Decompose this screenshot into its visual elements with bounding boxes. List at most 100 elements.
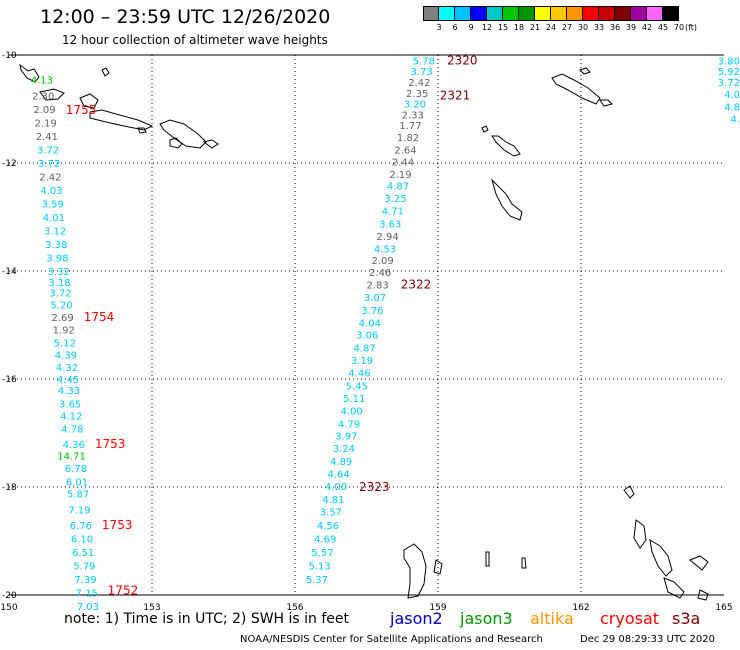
colorbar-label: 15: [497, 23, 509, 32]
wave-height-value: 14.71: [57, 452, 86, 463]
coastline-shape: [551, 73, 601, 105]
x-tick-label: 162: [572, 603, 589, 613]
wave-height-value: 5.87: [67, 489, 89, 500]
colorbar-label: 39: [625, 23, 637, 32]
coastline-shape: [599, 99, 613, 107]
wave-height-value: 4.81: [322, 495, 344, 506]
altimeter-track-c: 3.805.923.724.04.8 4.: [718, 56, 740, 125]
pass-time-label: 2322: [401, 278, 432, 292]
wave-height-value: 4.71: [382, 207, 404, 218]
pass-time-label: 1752: [108, 584, 139, 598]
wave-height-value: 3.80: [718, 56, 740, 67]
colorbar-label: 24: [545, 23, 557, 32]
wave-height-value: 3.72: [37, 146, 59, 157]
wave-height-value: 2.46: [369, 268, 391, 279]
wave-height-value: 1.82: [397, 133, 419, 144]
pass-time-label: 2323: [359, 480, 390, 494]
colorbar-label: 3: [436, 23, 442, 32]
wave-height-value: 4.87: [353, 344, 375, 355]
coastline-shape: [101, 67, 110, 77]
color-legend: 3 6 9 12 15 18 21 24 27 30 33 36 39 42 45 70 (ft): [423, 6, 697, 37]
wave-height-value: 2.35: [406, 89, 428, 100]
wave-height-value: 3.73: [411, 67, 433, 78]
wave-height-value: 3.72: [49, 289, 71, 300]
pass-time-label: 1753: [102, 518, 133, 532]
wave-height-value: 4.01: [43, 213, 65, 224]
wave-height-value: 6.51: [72, 548, 94, 559]
wave-height-value: 4.32: [56, 363, 78, 374]
wave-height-value: 3.65: [59, 399, 81, 410]
color-swatch: [567, 6, 583, 21]
wave-height-value: 3.98: [46, 254, 68, 265]
coastline-shape: [89, 109, 154, 131]
wave-height-value: 3.19: [351, 356, 373, 367]
y-tick-label: -20: [2, 591, 17, 601]
credit-line: NOAA/NESDIS Center for Satellite Applica…: [240, 634, 543, 645]
wave-height-value: 4.46: [348, 369, 370, 380]
wave-height-value: 7.03: [77, 602, 99, 613]
colorbar-label: 9: [468, 23, 474, 32]
wave-height-value: 4.: [730, 115, 740, 126]
pass-time-label: 2321: [440, 89, 471, 103]
coastline-shape: [623, 485, 635, 499]
color-swatch: [487, 6, 503, 21]
colorbar-label: 12: [481, 23, 493, 32]
generation-date: Dec 29 08:29:33 UTC 2020: [580, 634, 715, 645]
coastline-shape: [19, 63, 40, 83]
color-swatch: [439, 6, 455, 21]
wave-height-value: 2.41: [36, 132, 58, 143]
wave-height-value: 6.76: [70, 521, 92, 532]
y-tick-label: -12: [2, 159, 17, 169]
wave-height-value: 2.09: [371, 256, 393, 267]
wave-height-value: 4.00: [325, 482, 347, 493]
coastline-shape: [649, 539, 673, 577]
wave-height-value: 5.37: [306, 575, 328, 586]
satellite-name: cryosat: [600, 609, 660, 628]
wave-height-value: 7.15: [76, 588, 98, 599]
pass-time-label: 1753: [95, 437, 126, 451]
wave-height-value: 3.18: [48, 278, 70, 289]
wave-height-value: 3.07: [364, 293, 386, 304]
wave-height-value: 4.45: [57, 375, 79, 386]
colorbar-label: 27: [561, 23, 573, 32]
colorbar-label: 21: [529, 23, 541, 32]
wave-height-value: 4.36: [63, 440, 85, 451]
wave-height-value: 5.79: [73, 561, 95, 572]
satellite-name: jason3: [460, 609, 513, 628]
wave-height-value: 3.32: [47, 267, 69, 278]
colorbar-label: 70: [673, 23, 685, 32]
x-tick-label: 159: [429, 603, 446, 613]
color-swatch: [471, 6, 487, 21]
colorbar-label: 42: [641, 23, 653, 32]
wave-height-value: 4.39: [55, 351, 77, 362]
wave-height-value: 2.19: [35, 119, 57, 130]
wave-height-value: 5.57: [311, 548, 333, 559]
wave-height-value: 3.38: [45, 240, 67, 251]
color-swatch: [455, 6, 471, 21]
pass-time-label: 1755: [66, 103, 97, 117]
wave-height-value: 4.78: [61, 425, 83, 436]
wave-height-value: 5.13: [309, 561, 331, 572]
color-swatch: [599, 6, 615, 21]
wave-height-value: 4.8: [724, 102, 740, 113]
coastline-shape: [169, 137, 183, 149]
coastline-shape: [491, 135, 521, 157]
wave-height-value: 4.33: [58, 386, 80, 397]
wave-height-value: 3.97: [335, 432, 357, 443]
colorbar-label: 36: [609, 23, 621, 32]
colorbar-label: 30: [577, 23, 589, 32]
color-swatch: [615, 6, 631, 21]
wave-height-value: 2.69: [51, 313, 73, 324]
color-swatch: [631, 6, 647, 21]
map-title: 12:00 – 23:59 UTC 12/26/2020: [40, 6, 331, 28]
wave-height-value: 3.72: [718, 78, 740, 89]
wave-height-value: 3.25: [384, 194, 406, 205]
wave-height-value: 2.44: [392, 157, 414, 168]
wave-height-value: 6.10: [71, 534, 93, 545]
color-swatch: [519, 6, 535, 21]
color-swatch: [647, 6, 663, 21]
coastline-shape: [663, 577, 685, 599]
coastline-shape: [79, 93, 99, 109]
wave-height-value: 4.53: [374, 244, 396, 255]
